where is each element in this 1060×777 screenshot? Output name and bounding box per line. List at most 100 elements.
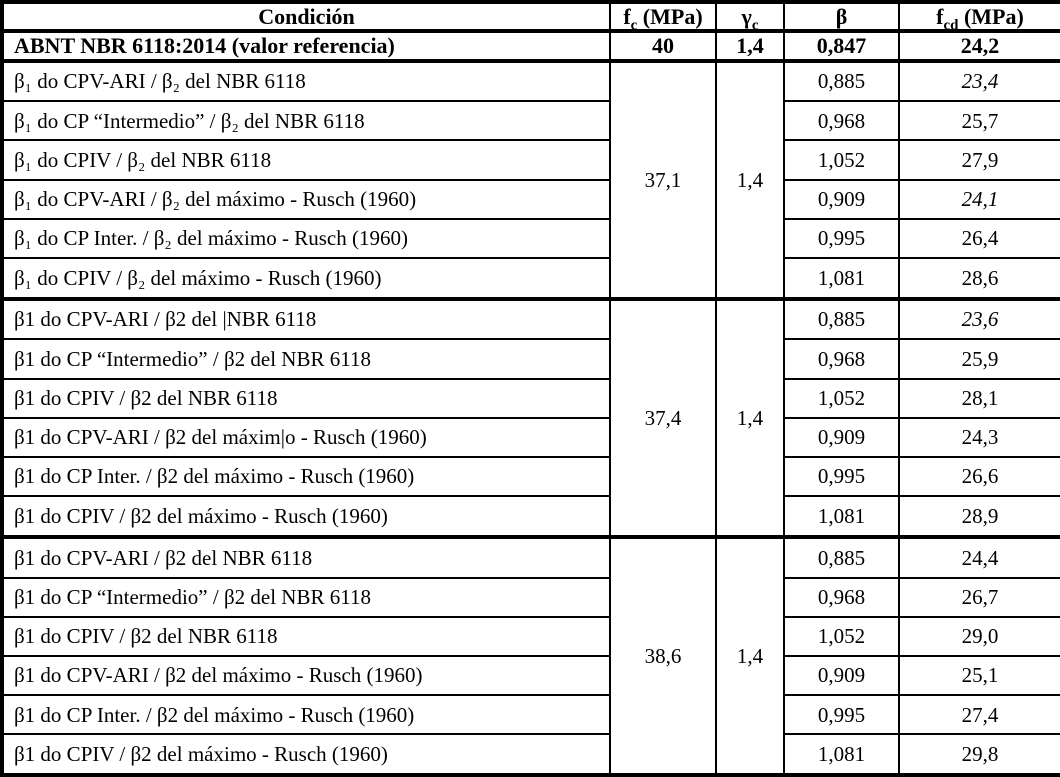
reference-fcd-cell: 24,2 [898,30,1060,63]
fc-symbol: f [623,4,631,29]
fcd-value-cell: 26,6 [898,455,1060,498]
gamma-symbol: γ [741,4,752,29]
beta-value-cell: 0,885 [783,534,900,579]
table-row: β₁ do CPV-ARI / β₂ del máximo - Rusch (1… [1,178,1060,220]
fcd-value-cell: 24,1 [898,178,1060,220]
col-header-fcd: fcd (MPa) [898,0,1060,34]
col-header-gamma: γc [715,0,785,34]
table-row: β1 do CP Inter. / β2 del máximo - Rusch … [1,694,1060,736]
gamma-subscript: c [751,17,759,32]
header-row: Condición fc (MPa) γc β fcd (MPa) [1,0,1060,34]
condition-cell: β1 do CPV-ARI / β2 del máxim|o - Rusch (… [1,416,611,458]
fc-unit: (MPa) [637,4,703,29]
reference-beta-cell: 0,847 [783,30,900,63]
table-row: β1 do CPV-ARI / β2 del máxim|o - Rusch (… [1,416,1060,458]
beta-value-cell: 0,995 [783,455,900,498]
fcd-symbol: f [936,4,944,29]
condition-cell: β1 do CPIV / β2 del máximo - Rusch (1960… [1,495,611,538]
fc-value-cell: 37,1 [609,58,717,300]
condition-cell: β1 do CPIV / β2 del NBR 6118 [1,615,611,657]
reference-fc-cell: 40 [609,30,717,63]
table-row: β1 do CPIV / β2 del NBR 6118 1,052 28,1 [1,377,1060,419]
table-row: β1 do CPIV / β2 del NBR 6118 1,052 29,0 [1,615,1060,657]
fcd-value-cell: 27,9 [898,139,1060,181]
table-row: β₁ do CP “Intermedio” / β₂ del NBR 6118 0… [1,100,1060,142]
fcd-value-cell: 29,8 [898,733,1060,776]
condition-cell: β₁ do CPV-ARI / β₂ del máximo - Rusch (1… [1,178,611,220]
fcd-subscript: cd [943,17,959,32]
col-header-condicion: Condición [1,0,611,34]
fcd-value-cell: 25,1 [898,654,1060,697]
beta-value-cell: 0,995 [783,694,900,736]
condition-cell: β₁ do CP Inter. / β₂ del máximo - Rusch … [1,217,611,260]
table-row: β1 do CP “Intermedio” / β2 del NBR 6118 0… [1,338,1060,380]
beta-value-cell: 0,909 [783,654,900,697]
beta-value-cell: 1,081 [783,733,900,776]
condition-cell: β₁ do CPIV / β₂ del máximo - Rusch (1960… [1,257,611,300]
beta-value-cell: 1,052 [783,377,900,419]
table-row: β1 do CPV-ARI / β2 del máximo - Rusch (1… [1,654,1060,697]
beta-value-cell: 0,885 [783,58,900,103]
reference-condition-cell: ABNT NBR 6118:2014 (valor referencia) [1,30,611,63]
fc-value-cell: 37,4 [609,296,717,538]
fcd-value-cell: 24,4 [898,534,1060,579]
condition-cell: β₁ do CP “Intermedio” / β₂ del NBR 6118 [1,100,611,142]
gamma-value-cell: 1,4 [715,296,785,538]
beta-value-cell: 0,968 [783,576,900,618]
fcd-value-cell: 23,6 [898,296,1060,341]
fcd-value-cell: 28,9 [898,495,1060,538]
table-row: β₁ do CP Inter. / β₂ del máximo - Rusch … [1,217,1060,260]
fcd-value-cell: 26,4 [898,217,1060,260]
beta-value-cell: 1,052 [783,615,900,657]
fc-value-cell: 38,6 [609,534,717,777]
fcd-value-cell: 28,1 [898,377,1060,419]
condition-cell: β1 do CPIV / β2 del NBR 6118 [1,377,611,419]
fcd-value-cell: 28,6 [898,257,1060,300]
fcd-value-cell: 25,9 [898,338,1060,380]
fc-subscript: c [630,17,638,32]
gamma-value-cell: 1,4 [715,534,785,777]
condition-cell: β₁ do CPIV / β₂ del NBR 6118 [1,139,611,181]
table-row: β1 do CPV-ARI / β2 del |NBR 6118 37,4 1,4 0… [1,296,1060,538]
col-header-fc: fc (MPa) [609,0,717,34]
beta-value-cell: 0,995 [783,217,900,260]
table-row: β₁ do CPIV / β₂ del NBR 6118 1,052 27,9 [1,139,1060,181]
fcd-value-cell: 29,0 [898,615,1060,657]
beta-value-cell: 0,968 [783,338,900,380]
table-body: β₁ do CPV-ARI / β₂ del NBR 6118 37,1 1,4 0,… [1,58,1060,777]
condition-cell: β1 do CP Inter. / β2 del máximo - Rusch … [1,694,611,736]
beta-value-cell: 1,052 [783,139,900,181]
beta-value-cell: 0,885 [783,296,900,341]
condition-cell: β1 do CPV-ARI / β2 del NBR 6118 [1,534,611,579]
reference-gamma-cell: 1,4 [715,30,785,63]
condition-cell: β1 do CPV-ARI / β2 del máximo - Rusch (1… [1,654,611,697]
condition-cell: β1 do CPV-ARI / β2 del |NBR 6118 [1,296,611,341]
condition-cell: β1 do CPIV / β2 del máximo - Rusch (1960… [1,733,611,776]
table-row: β₁ do CPIV / β₂ del máximo - Rusch (1960… [1,257,1060,300]
fcd-unit: (MPa) [958,4,1024,29]
table-row: β1 do CPV-ARI / β2 del NBR 6118 38,6 1,4 0,… [1,534,1060,777]
fcd-value-cell: 27,4 [898,694,1060,736]
condition-cell: β1 do CP “Intermedio” / β2 del NBR 6118 [1,338,611,380]
condition-cell: β1 do CP “Intermedio” / β2 del NBR 6118 [1,576,611,618]
reference-row: ABNT NBR 6118:2014 (valor referencia) 40… [1,30,1060,63]
gamma-value-cell: 1,4 [715,58,785,300]
beta-value-cell: 1,081 [783,257,900,300]
fcd-value-cell: 25,7 [898,100,1060,142]
table-row: β1 do CP “Intermedio” / β2 del NBR 6118 0… [1,576,1060,618]
beta-value-cell: 0,968 [783,100,900,142]
col-header-beta: β [783,0,900,34]
table-row: β1 do CPIV / β2 del máximo - Rusch (1960… [1,733,1060,776]
condition-cell: β1 do CP Inter. / β2 del máximo - Rusch … [1,455,611,498]
fcd-value-cell: 26,7 [898,576,1060,618]
table-row: β₁ do CPV-ARI / β₂ del NBR 6118 37,1 1,4 0,… [1,58,1060,300]
beta-value-cell: 0,909 [783,416,900,458]
table-row: β1 do CP Inter. / β2 del máximo - Rusch … [1,455,1060,498]
table-row: β1 do CPIV / β2 del máximo - Rusch (1960… [1,495,1060,538]
beta-value-cell: 1,081 [783,495,900,538]
condition-cell: β₁ do CPV-ARI / β₂ del NBR 6118 [1,58,611,103]
fcd-value-cell: 23,4 [898,58,1060,103]
fcd-value-cell: 24,3 [898,416,1060,458]
beta-value-cell: 0,909 [783,178,900,220]
